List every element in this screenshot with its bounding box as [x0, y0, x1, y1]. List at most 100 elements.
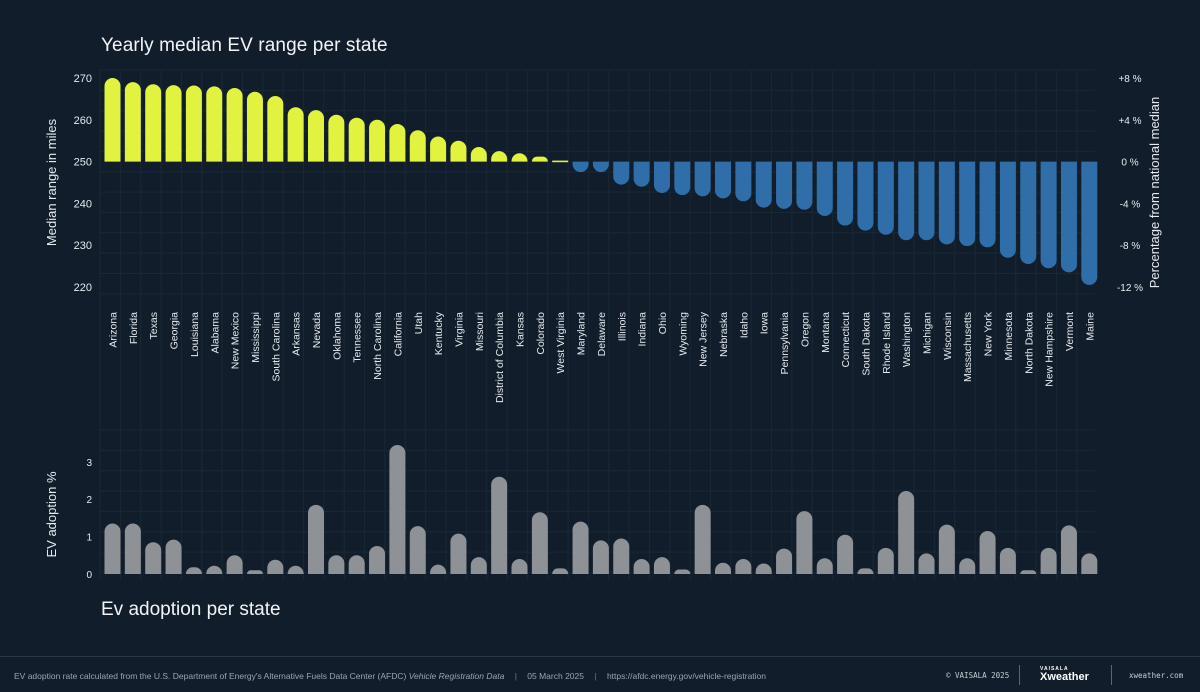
footer-source-text: EV adoption rate calculated from the U.S… [14, 671, 407, 681]
adoption-bar [755, 563, 772, 574]
range-bar [226, 88, 243, 162]
range-bar [898, 161, 915, 241]
range-bar [145, 84, 162, 162]
range-bar [328, 114, 345, 162]
adoption-bar [287, 565, 304, 574]
adoption-bar [409, 526, 426, 574]
adoption-bar [613, 538, 630, 574]
adoption-bar [837, 534, 854, 574]
range-bar [1081, 161, 1098, 285]
state-label: Oklahoma [331, 312, 343, 360]
adoption-bar [165, 539, 182, 574]
state-label: Maine [1084, 312, 1096, 341]
footer-divider [1019, 665, 1020, 685]
adoption-bar [470, 557, 487, 574]
adoption-bar [572, 521, 589, 574]
state-label: Arkansas [291, 312, 303, 356]
site-link[interactable]: xweather.com [1129, 671, 1184, 680]
y-tick-label: 0 [86, 570, 92, 581]
adoption-bar [592, 540, 609, 574]
range-bar [369, 119, 386, 162]
range-bar [409, 130, 426, 162]
range-bars [104, 78, 1098, 285]
adoption-bar [369, 545, 386, 574]
logo-small-text: VAISALA [1040, 666, 1069, 672]
state-labels: Arizona Florida Texas Georgia Louisiana Alaba… [108, 311, 1097, 403]
range-bar [735, 161, 752, 202]
state-label: Illinois [616, 312, 628, 341]
state-label: New Jersey [698, 311, 710, 367]
state-label: Pennsylvania [779, 312, 791, 375]
adoption-bar [145, 542, 162, 574]
footer-source-italic: Vehicle Registration Data [408, 671, 505, 681]
range-bar [185, 85, 202, 162]
adoption-bar [938, 524, 955, 574]
state-label: Wisconsin [942, 312, 954, 360]
y-axis-label: Median range in miles [44, 118, 59, 246]
range-bar [633, 161, 650, 187]
range-bar [491, 151, 508, 162]
state-label: Delaware [596, 312, 608, 357]
adoption-bar [776, 548, 793, 574]
adoption-bar [999, 547, 1016, 574]
adoption-bar [1081, 553, 1098, 574]
range-bar [348, 117, 365, 162]
state-label: Indiana [637, 312, 649, 347]
adoption-bar [1040, 547, 1057, 574]
adoption-bar [715, 562, 731, 574]
state-label: Iowa [759, 312, 771, 334]
state-label: Ohio [657, 312, 669, 334]
state-label: Virginia [453, 312, 465, 347]
adoption-bar [491, 476, 508, 574]
state-label: South Dakota [860, 312, 872, 376]
adoption-bar [267, 559, 284, 574]
range-bar [837, 161, 854, 226]
range-bar [165, 85, 182, 162]
range-bar [430, 136, 447, 162]
state-label: Washington [901, 312, 913, 367]
footer-source-url[interactable]: https://afdc.energy.gov/vehicle-registra… [606, 671, 767, 681]
y2-tick-label: -8 % [1120, 241, 1141, 252]
adoption-bars [104, 445, 1098, 574]
copyright: © VAISALA 2025 [946, 671, 1010, 680]
range-bar [755, 161, 772, 208]
state-label: Kansas [515, 312, 527, 347]
state-label: New Hampshire [1044, 312, 1056, 387]
adoption-bar [796, 511, 813, 574]
range-bar [531, 156, 548, 162]
range-bar [979, 161, 996, 248]
adoption-axis: 0 1 2 3 EV adoption % [44, 458, 92, 581]
range-bar [816, 161, 833, 216]
y2-tick-label: +8 % [1118, 74, 1141, 85]
state-label: Minnesota [1003, 312, 1015, 361]
y2-tick-label: -12 % [1117, 283, 1143, 294]
range-bar [999, 161, 1016, 258]
range-bar [450, 140, 467, 162]
range-bar [857, 161, 874, 231]
footer-divider [1111, 665, 1112, 685]
y-tick-label: 230 [74, 240, 92, 252]
state-label: Vermont [1064, 312, 1076, 351]
adoption-bar [898, 490, 915, 574]
range-bar [267, 95, 284, 162]
y2-tick-label: -4 % [1120, 199, 1141, 210]
state-label: Missouri [474, 312, 486, 351]
adoption-bar [430, 564, 447, 574]
adoption-bar [450, 533, 467, 574]
footer-separator: | [594, 671, 597, 681]
adoption-bar [246, 570, 263, 574]
range-bar [1060, 161, 1077, 273]
state-label: Florida [128, 312, 140, 344]
range-axis: 220 230 240 250 260 270 +8 % +4 % 0 % -4 % -8 % -12… [44, 73, 1162, 294]
state-label: North Dakota [1023, 312, 1035, 374]
state-label: Nebraska [718, 312, 730, 357]
adoption-bar [185, 567, 202, 574]
state-label: California [392, 312, 404, 357]
state-label: New Mexico [230, 312, 242, 369]
y2-tick-label: +4 % [1118, 116, 1141, 127]
state-label: Wyoming [677, 312, 689, 356]
state-label: Utah [413, 312, 425, 334]
range-bar [552, 160, 569, 163]
state-label: Kentucky [433, 311, 445, 355]
range-bar [938, 161, 955, 245]
